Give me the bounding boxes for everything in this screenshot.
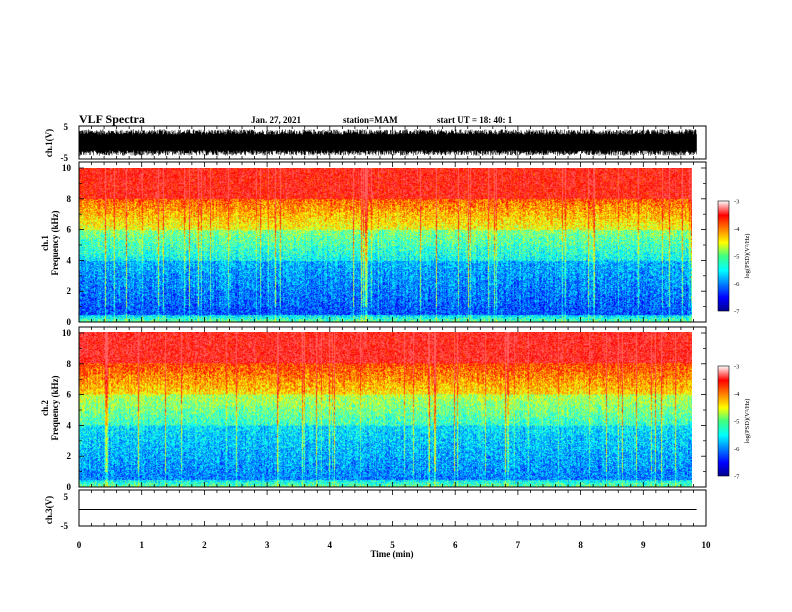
start-time-label: start UT = 18: 40: 1 [437,115,513,125]
time-tick-label: 0 [77,540,82,550]
time-tick-label: 6 [453,540,458,550]
ch2-frequency-ytick-label: 8 [67,359,72,369]
ch1-colorbar-tick-label: -4 [734,226,740,233]
time-tick-label: 8 [578,540,583,550]
time-axis-tick-labels: 0 1 2 3 4 5 6 7 8 9 10 [77,540,711,550]
ch1-frequency-ytick-label: 2 [67,286,72,296]
ch1-frequency-ytick-label: 8 [67,194,72,204]
ch1-colorbar-tick-label: -5 [734,254,739,261]
ch1-spectrogram-channel-label: ch.1 [40,235,50,251]
ch1-spectrogram-ticks [78,162,707,323]
ch1-colorbar-label: log(PSD)(V²/Hz) [744,234,751,279]
time-tick-label: 9 [641,540,646,550]
ch3-waveform-ticks [78,490,707,526]
ch1-ytick-neg5: -5 [61,153,69,163]
figure-title: VLF Spectra [79,112,145,126]
ch2-spectrogram-image [79,332,692,487]
ch1-colorbar-tick-label: -6 [734,281,740,288]
ch3-ytick-neg5: -5 [61,521,69,531]
ch2-frequency-ytick-label: 2 [67,451,72,461]
ch2-spectrogram-channel-label: ch.2 [40,400,50,416]
ch2-spectrogram-panel: 0 2 4 6 8 10 ch.2 Frequency (kHz) [40,326,707,492]
ch2-colorbar-tick-labels: -3 -4 -5 -6 -7 [734,364,740,481]
time-axis-label: Time (min) [370,549,413,559]
ch3-waveform-frame [78,489,707,527]
ch1-frequency-ytick-label: 0 [67,317,72,327]
ch2-spectrogram-ticks [78,327,707,488]
ch2-colorbar-label: log(PSD)(V²/Hz) [744,399,751,444]
ch1-frequency-ytick-label: 6 [67,225,72,235]
ch2-frequency-ytick-label: 4 [67,420,72,430]
ch2-frequency-ytick-label: 6 [67,390,72,400]
time-tick-label: 7 [516,540,521,550]
ch1-frequency-ytick-label: 4 [67,255,72,265]
ch1-waveform-panel: 5 -5 ch.1(V) [44,122,707,163]
ch1-colorbar-tick-label: -7 [734,309,740,316]
ch2-colorbar-tick-label: -6 [734,446,740,453]
ch1-waveform-ticks [78,126,707,159]
ch3-waveform-ylabel: ch.3(V) [44,496,54,524]
time-tick-label: 1 [139,540,144,550]
ch1-frequency-ytick-label: 10 [62,163,72,173]
ch3-ytick-5: 5 [64,492,69,502]
ch2-frequency-axis-label: Frequency (kHz) [50,375,60,440]
ch2-colorbar-tick-label: -4 [734,391,740,398]
date-label: Jan. 27, 2021 [251,115,302,125]
ch1-colorbar: -3 -4 -5 -6 -7 log(PSD)(V²/Hz) [717,199,751,316]
ch1-waveform-ylabel: ch.1(V) [44,129,54,157]
time-tick-label: 10 [702,540,712,550]
ch2-frequency-ytick-label: 10 [62,328,72,338]
time-tick-label: 5 [390,540,395,550]
station-label: station=MAM [343,115,398,125]
ch2-colorbar-gradient [717,365,730,477]
ch2-frequency-ytick-label: 0 [67,482,72,492]
ch1-ytick-5: 5 [64,122,69,132]
ch2-colorbar-tick-label: -3 [734,364,739,371]
ch1-spectrogram-panel: 0 2 4 6 8 10 ch.1 Frequency (kHz) [40,161,707,327]
ch1-colorbar-gradient [717,200,730,312]
ch3-waveform-panel: 5 -5 ch.3(V) [44,489,707,531]
ch1-spectrogram-image [79,168,692,322]
ch1-frequency-axis-label: Frequency (kHz) [50,210,60,275]
ch2-colorbar-tick-label: -7 [734,474,740,481]
ch1-colorbar-tick-label: -3 [734,199,739,206]
time-tick-label: 2 [202,540,207,550]
ch1-frequency-tick-labels: 0 2 4 6 8 10 [62,163,72,327]
time-tick-label: 4 [328,540,333,550]
ch2-colorbar: -3 -4 -5 -6 -7 log(PSD)(V²/Hz) [717,364,751,481]
time-tick-label: 3 [265,540,270,550]
ch2-frequency-tick-labels: 0 2 4 6 8 10 [62,328,72,492]
ch2-colorbar-tick-label: -5 [734,419,739,426]
ch1-colorbar-tick-labels: -3 -4 -5 -6 -7 [734,199,740,316]
